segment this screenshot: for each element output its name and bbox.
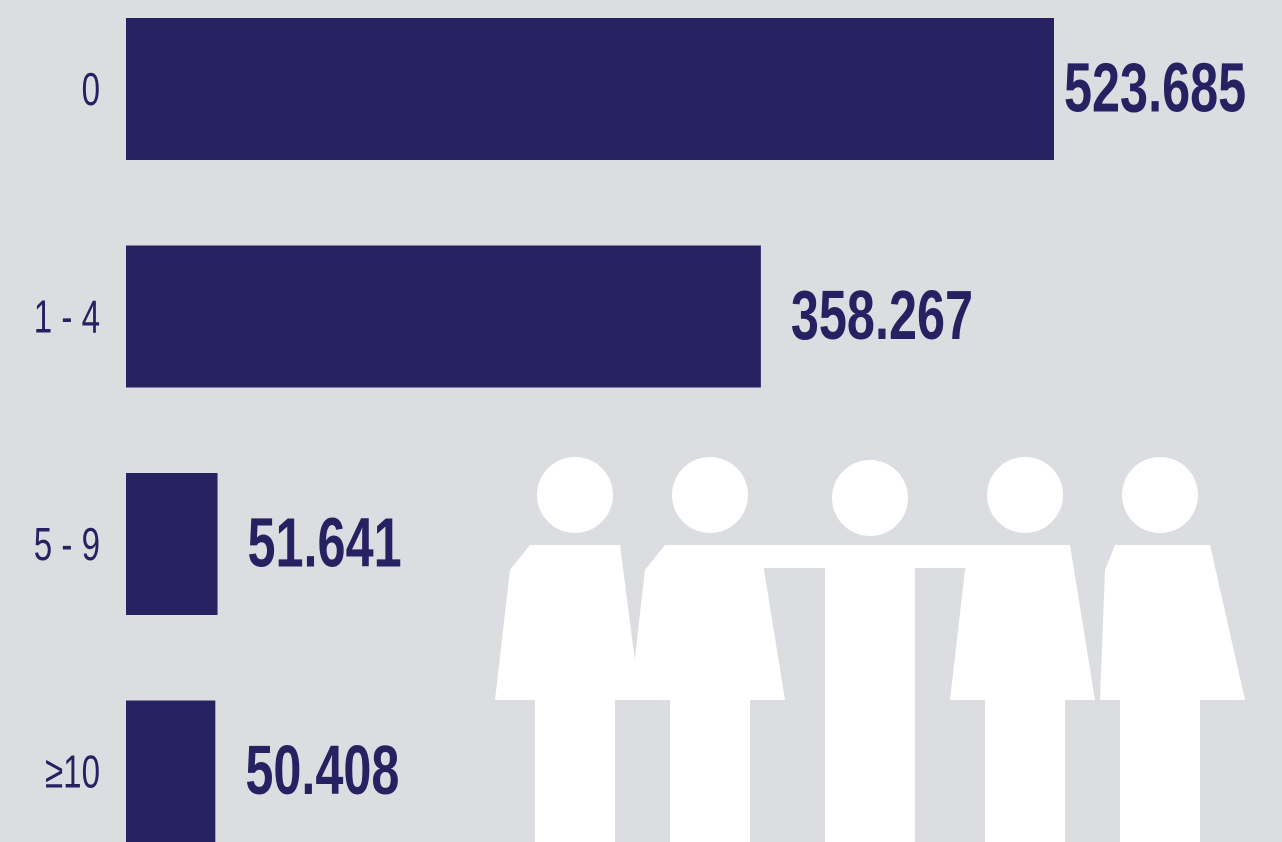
bar: [126, 473, 218, 615]
category-label: 5 - 9: [34, 520, 100, 570]
category-label: ≥10: [45, 747, 100, 797]
people-illustration: [495, 457, 1245, 842]
value-label: 523.685: [1064, 48, 1246, 126]
bar: [126, 18, 1054, 160]
category-label: 1 - 4: [34, 292, 100, 342]
value-label: 51.641: [248, 503, 402, 581]
bar: [126, 700, 216, 842]
value-label: 50.408: [245, 731, 399, 809]
value-label: 358.267: [791, 276, 973, 354]
bar: [126, 245, 761, 388]
category-label: 0: [82, 65, 100, 115]
